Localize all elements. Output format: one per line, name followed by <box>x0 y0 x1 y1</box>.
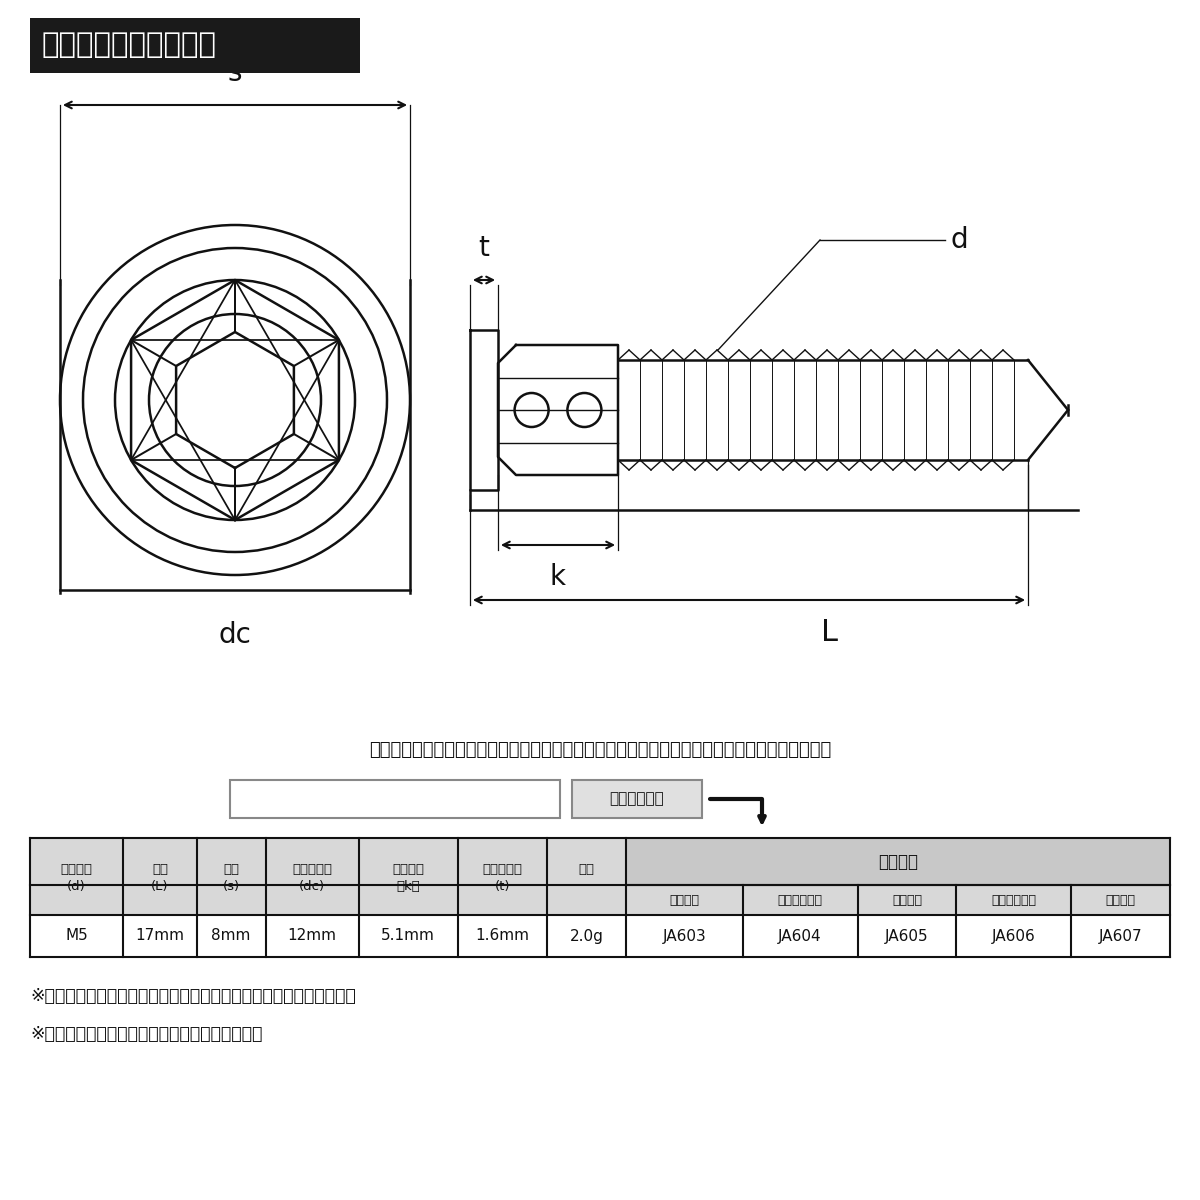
Text: d: d <box>950 226 967 254</box>
FancyBboxPatch shape <box>30 838 626 914</box>
Text: k: k <box>550 563 566 590</box>
Text: シルバー: シルバー <box>670 894 700 906</box>
Text: フランジ厚: フランジ厚 <box>482 863 522 876</box>
Text: JA603: JA603 <box>662 929 707 943</box>
Text: (L): (L) <box>151 880 169 893</box>
Text: ストア内検索: ストア内検索 <box>610 792 665 806</box>
Text: JA606: JA606 <box>992 929 1036 943</box>
Text: フランジ径: フランジ径 <box>293 863 332 876</box>
Text: 2.0g: 2.0g <box>570 929 604 943</box>
Text: 長さ: 長さ <box>152 863 168 876</box>
Text: ラインアップ＆サイズ: ラインアップ＆サイズ <box>42 31 217 60</box>
Text: ネジ呼び: ネジ呼び <box>60 863 92 876</box>
Text: ゴールド: ゴールド <box>892 894 922 906</box>
Text: M5: M5 <box>65 929 88 943</box>
FancyBboxPatch shape <box>230 780 560 818</box>
Text: (s): (s) <box>222 880 240 893</box>
FancyBboxPatch shape <box>626 886 1170 914</box>
Text: (dc): (dc) <box>299 880 325 893</box>
Text: JA605: JA605 <box>886 929 929 943</box>
Text: JA607: JA607 <box>1099 929 1142 943</box>
Text: 当店品番: 当店品番 <box>878 852 918 870</box>
Text: L: L <box>821 618 838 647</box>
Text: ※個体差により着色が異なる場合がございます。: ※個体差により着色が異なる場合がございます。 <box>30 1025 263 1043</box>
Text: ダークカラー: ダークカラー <box>991 894 1037 906</box>
Text: 平径: 平径 <box>223 863 239 876</box>
Text: ライトカラー: ライトカラー <box>778 894 822 906</box>
Text: t: t <box>479 234 490 262</box>
Text: ストア内検索に商品番号を入力していただけますとお探しの商品に素早くアクセスができます。: ストア内検索に商品番号を入力していただけますとお探しの商品に素早くアクセスができ… <box>368 740 832 758</box>
Text: 12mm: 12mm <box>288 929 337 943</box>
Text: (d): (d) <box>67 880 86 893</box>
Text: ※記載のサイズ・重量は平均値です。個体により誤差がございます。: ※記載のサイズ・重量は平均値です。個体により誤差がございます。 <box>30 986 355 1006</box>
Text: （k）: （k） <box>396 880 420 893</box>
Text: 重量: 重量 <box>578 863 595 876</box>
Text: 1.6mm: 1.6mm <box>475 929 529 943</box>
Text: 17mm: 17mm <box>136 929 185 943</box>
Text: 5.1mm: 5.1mm <box>382 929 436 943</box>
FancyBboxPatch shape <box>30 18 360 73</box>
FancyBboxPatch shape <box>626 838 1170 886</box>
FancyBboxPatch shape <box>572 780 702 818</box>
Text: (t): (t) <box>494 880 510 893</box>
Text: 8mm: 8mm <box>211 929 251 943</box>
Text: dc: dc <box>218 622 252 649</box>
Text: ブラック: ブラック <box>1105 894 1135 906</box>
Text: JA604: JA604 <box>779 929 822 943</box>
Text: s: s <box>228 59 242 86</box>
Text: 頭部高さ: 頭部高さ <box>392 863 424 876</box>
